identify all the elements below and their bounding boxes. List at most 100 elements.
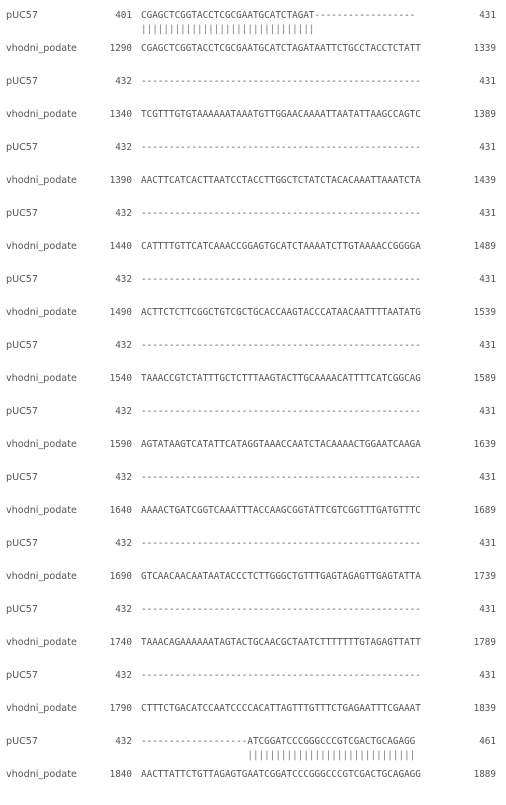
subject-end: 1539 bbox=[473, 307, 496, 318]
subject-start: 1840 bbox=[109, 769, 132, 780]
query-end: 431 bbox=[479, 10, 496, 21]
query-name: pUC57 bbox=[6, 208, 39, 219]
query-start: 432 bbox=[115, 340, 132, 351]
subject-name: vhodni_podate bbox=[6, 439, 77, 450]
subject-start: 1540 bbox=[109, 373, 132, 384]
query-name: pUC57 bbox=[6, 142, 39, 153]
query-sequence: ----------------------------------------… bbox=[141, 670, 421, 681]
query-start: 432 bbox=[115, 142, 132, 153]
alignment-block: pUC57 432 --------------------------------… bbox=[0, 669, 506, 739]
query-start: 432 bbox=[115, 76, 132, 87]
subject-end: 1789 bbox=[473, 637, 496, 648]
subject-end: 1889 bbox=[473, 769, 496, 780]
alignment-block: pUC57 432 --------------------------------… bbox=[0, 537, 506, 607]
alignment-block: pUC57 432 --------------------------------… bbox=[0, 75, 506, 145]
query-start: 432 bbox=[115, 406, 132, 417]
subject-name: vhodni_podate bbox=[6, 241, 77, 252]
query-end: 431 bbox=[479, 142, 496, 153]
match-bars: ||||||||||||||||||||||||||||||| bbox=[141, 24, 315, 35]
subject-sequence: TAAACCGTCTATTTGCTCTTTAAGTACTTGCAAAACATTT… bbox=[141, 373, 421, 384]
query-sequence: -------------------ATCGGATCCCGGGCCCGTCGA… bbox=[141, 736, 416, 747]
query-name: pUC57 bbox=[6, 10, 39, 21]
query-sequence: ----------------------------------------… bbox=[141, 208, 421, 219]
query-sequence: ----------------------------------------… bbox=[141, 538, 421, 549]
query-end: 431 bbox=[479, 340, 496, 351]
query-name: pUC57 bbox=[6, 604, 39, 615]
subject-sequence: CTTTCTGACATCCAATCCCCACATTAGTTTGTTTCTGAGA… bbox=[141, 703, 421, 714]
query-start: 432 bbox=[115, 274, 132, 285]
query-end: 431 bbox=[479, 670, 496, 681]
subject-sequence: ACTTCTCTTCGGCTGTCGCTGCACCAAGTACCCATAACAA… bbox=[141, 307, 421, 318]
subject-start: 1490 bbox=[109, 307, 132, 318]
query-end: 431 bbox=[479, 274, 496, 285]
subject-start: 1390 bbox=[109, 175, 132, 186]
alignment-block: pUC57 432 --------------------------------… bbox=[0, 207, 506, 277]
subject-start: 1590 bbox=[109, 439, 132, 450]
query-start: 432 bbox=[115, 538, 132, 549]
subject-name: vhodni_podate bbox=[6, 571, 77, 582]
subject-end: 1489 bbox=[473, 241, 496, 252]
alignment-block: pUC57 432 --------------------------------… bbox=[0, 339, 506, 409]
query-name: pUC57 bbox=[6, 736, 39, 747]
query-start: 432 bbox=[115, 736, 132, 747]
query-end: 431 bbox=[479, 472, 496, 483]
query-name: pUC57 bbox=[6, 406, 39, 417]
subject-sequence: CATTTTGTTCATCAAACCGGAGTGCATCTAAAATCTTGTA… bbox=[141, 241, 421, 252]
subject-start: 1790 bbox=[109, 703, 132, 714]
query-end: 431 bbox=[479, 76, 496, 87]
subject-name: vhodni_podate bbox=[6, 703, 77, 714]
subject-name: vhodni_podate bbox=[6, 43, 77, 54]
subject-end: 1589 bbox=[473, 373, 496, 384]
subject-end: 1639 bbox=[473, 439, 496, 450]
subject-name: vhodni_podate bbox=[6, 175, 77, 186]
query-end: 431 bbox=[479, 406, 496, 417]
query-end: 431 bbox=[479, 538, 496, 549]
subject-end: 1689 bbox=[473, 505, 496, 516]
query-name: pUC57 bbox=[6, 472, 39, 483]
query-sequence: ----------------------------------------… bbox=[141, 472, 421, 483]
query-sequence: ----------------------------------------… bbox=[141, 274, 421, 285]
query-name: pUC57 bbox=[6, 76, 39, 87]
match-bars: |||||||||||||||||||||||||||||| bbox=[141, 750, 416, 761]
subject-sequence: CGAGCTCGGTACCTCGCGAATGCATCTAGATAATTCTGCC… bbox=[141, 43, 421, 54]
subject-start: 1290 bbox=[109, 43, 132, 54]
subject-end: 1739 bbox=[473, 571, 496, 582]
query-sequence: ----------------------------------------… bbox=[141, 406, 421, 417]
query-sequence: ----------------------------------------… bbox=[141, 76, 421, 87]
query-start: 432 bbox=[115, 604, 132, 615]
query-start: 432 bbox=[115, 472, 132, 483]
subject-name: vhodni_podate bbox=[6, 307, 77, 318]
query-end: 461 bbox=[479, 736, 496, 747]
query-name: pUC57 bbox=[6, 340, 39, 351]
subject-start: 1690 bbox=[109, 571, 132, 582]
query-sequence: ----------------------------------------… bbox=[141, 142, 421, 153]
query-sequence: ----------------------------------------… bbox=[141, 340, 421, 351]
query-start: 432 bbox=[115, 670, 132, 681]
subject-sequence: TCGTTTGTGTAAAAAATAAATGTTGGAACAAAATTAATAT… bbox=[141, 109, 421, 120]
query-sequence: ----------------------------------------… bbox=[141, 604, 421, 615]
subject-sequence: GTCAACAACAATAATACCCTCTTGGGCTGTTTGAGTAGAG… bbox=[141, 571, 421, 582]
query-name: pUC57 bbox=[6, 670, 39, 681]
subject-end: 1389 bbox=[473, 109, 496, 120]
query-sequence: CGAGCTCGGTACCTCGCGAATGCATCTAGAT---------… bbox=[141, 10, 416, 21]
alignment-block: pUC57 432 --------------------------------… bbox=[0, 471, 506, 541]
alignment-block: pUC57 432 --------------------------------… bbox=[0, 405, 506, 475]
subject-end: 1439 bbox=[473, 175, 496, 186]
subject-sequence: AGTATAAGTCATATTCATAGGTAAACCAATCTACAAAACT… bbox=[141, 439, 421, 450]
query-start: 401 bbox=[115, 10, 132, 21]
subject-sequence: AACTTCATCACTTAATCCTACCTTGGCTCTATCTACACAA… bbox=[141, 175, 421, 186]
subject-sequence: AAAACTGATCGGTCAAATTTACCAAGCGGTATTCGTCGGT… bbox=[141, 505, 421, 516]
subject-name: vhodni_podate bbox=[6, 769, 77, 780]
subject-name: vhodni_podate bbox=[6, 505, 77, 516]
query-start: 432 bbox=[115, 208, 132, 219]
alignment-block: pUC57 432 --------------------------------… bbox=[0, 603, 506, 673]
subject-end: 1839 bbox=[473, 703, 496, 714]
subject-name: vhodni_podate bbox=[6, 637, 77, 648]
alignment-block: pUC57 432 -------------------ATCGGATCCCGGG… bbox=[0, 735, 506, 805]
query-name: pUC57 bbox=[6, 538, 39, 549]
subject-start: 1640 bbox=[109, 505, 132, 516]
alignment-block: pUC57 432 --------------------------------… bbox=[0, 273, 506, 343]
alignment-block: pUC57 432 --------------------------------… bbox=[0, 141, 506, 211]
subject-start: 1740 bbox=[109, 637, 132, 648]
